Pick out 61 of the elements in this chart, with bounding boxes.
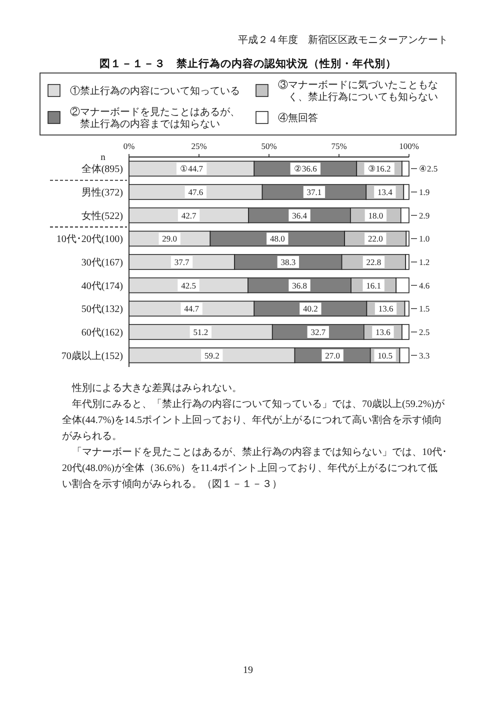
data-label: 3.3 — [419, 350, 430, 360]
data-label: 1.5 — [419, 304, 430, 314]
data-label: 36.8 — [292, 280, 307, 290]
y-tick-label: 70歳以上(152) — [61, 350, 123, 362]
data-label: 59.2 — [204, 350, 220, 360]
data-label: 51.2 — [193, 326, 208, 337]
data-label: 29.0 — [162, 234, 178, 244]
y-tick-label: 10代･20代(100) — [56, 234, 123, 246]
data-label: 2.9 — [419, 210, 430, 220]
data-label: 42.5 — [181, 280, 196, 290]
data-label: 10.5 — [378, 350, 392, 360]
data-label: ④2.5 — [419, 164, 438, 174]
x-tick-label: 0% — [123, 141, 135, 151]
data-label: ①44.7 — [180, 164, 204, 174]
y-tick-label: 女性(522) — [81, 210, 123, 222]
y-tick-label: 全体(895) — [81, 163, 123, 176]
data-label: 13.6 — [376, 326, 390, 337]
x-tick-label: 25% — [191, 141, 207, 151]
y-tick-label: 50代(132) — [81, 304, 123, 316]
text: 性別による大きな差異はみられない。 — [71, 382, 242, 394]
data-label: ②36.6 — [294, 164, 317, 174]
data-label: 38.3 — [280, 256, 296, 267]
x-tick-label: 75% — [331, 141, 347, 151]
y-axis-title: n — [100, 153, 106, 163]
data-label: 1.2 — [419, 256, 430, 267]
y-tick-label: 男性(372) — [81, 186, 123, 198]
legend-label: ①禁止行為の内容について知っている — [70, 85, 240, 97]
data-label: ③16.2 — [368, 164, 391, 174]
data-label: 22.0 — [368, 234, 383, 244]
text: 平成２４年度 新宿区区政モニターアンケート — [238, 34, 448, 46]
data-label: 40.2 — [303, 304, 318, 314]
data-label: 4.6 — [419, 280, 430, 290]
y-tick-label: 30代(167) — [81, 257, 123, 268]
data-label: 36.4 — [292, 210, 308, 220]
data-label: 13.4 — [377, 186, 394, 197]
data-label: 22.8 — [366, 256, 382, 267]
data-label: 18.0 — [368, 210, 384, 220]
data-label: 27.0 — [325, 350, 340, 360]
y-tick-label: 40代(174) — [81, 280, 123, 292]
legend-label: ②マナーボードを見たことはあるが、禁止行為の内容までは知らない — [70, 106, 240, 130]
data-label: 47.6 — [188, 186, 204, 197]
x-tick-label: 50% — [261, 141, 277, 151]
y-tick-label: 60代(162) — [81, 327, 123, 338]
data-label: 2.5 — [419, 326, 430, 337]
data-label: 16.1 — [366, 280, 382, 290]
data-label: 1.9 — [419, 186, 430, 197]
data-label: 37.7 — [174, 256, 190, 267]
data-label: 44.7 — [184, 304, 200, 314]
data-label: 13.6 — [378, 304, 394, 314]
text: 19 — [243, 665, 253, 676]
text: 「マナーボードを見たことはあるが、禁止行為の内容までは知らない」では、10代･20代(48.0%)が全体（36.6%）を11.4ポイント上回っており、年代が上がるにつれて低い割合を示す傾向がみられる。（図１－１－３） — [62, 446, 447, 490]
data-label: 48.0 — [270, 234, 285, 244]
text: 年代別にみると、「禁止行為の内容について知っている」では、70歳以上(59.2%)が全体(44.7%)を14.5ポイント上回っており、年代が上がるにつれて高い割合を示す傾向がみられる。 — [62, 398, 446, 442]
data-label: 42.7 — [181, 210, 196, 220]
x-tick-label: 100% — [399, 141, 419, 151]
legend-label: ④無回答 — [278, 112, 318, 124]
data-label: 37.1 — [306, 186, 322, 197]
legend-label: ③マナーボードに気づいたこともなく、禁止行為についても知らない — [278, 79, 438, 103]
data-label: 32.7 — [310, 326, 326, 337]
data-label: 1.0 — [419, 234, 430, 244]
chart-title: 図１－１－３ 禁止行為の内容の認知状況（性別・年代別） — [100, 57, 396, 70]
